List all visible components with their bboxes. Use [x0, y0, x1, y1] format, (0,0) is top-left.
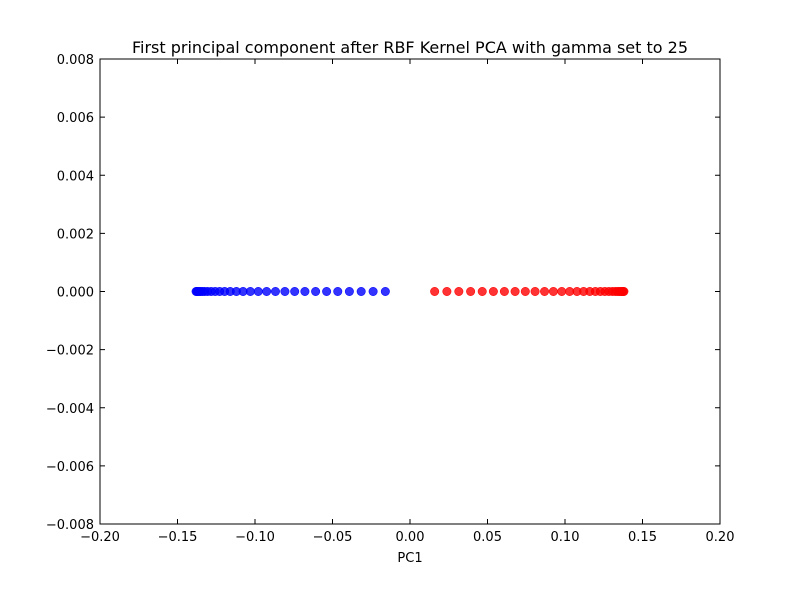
scatter-point-series-1 — [430, 286, 440, 296]
x-tick-label: 0.20 — [706, 530, 735, 545]
scatter-point-series-1 — [510, 286, 520, 296]
scatter-point-series-1 — [488, 286, 498, 296]
plot-frame — [99, 58, 721, 525]
scatter-point-series-1 — [530, 286, 540, 296]
x-tick-label: 0.00 — [396, 530, 425, 545]
scatter-point-series-0 — [245, 286, 255, 296]
scatter-point-series-0 — [333, 286, 343, 296]
y-tick-label: −0.008 — [46, 518, 94, 533]
scatter-point-series-0 — [368, 286, 378, 296]
x-tick-label: −0.15 — [158, 530, 198, 545]
scatter-point-series-1 — [477, 286, 487, 296]
scatter-point-series-1 — [499, 286, 509, 296]
x-tick-label: 0.05 — [473, 530, 502, 545]
scatter-point-series-0 — [270, 286, 280, 296]
scatter-point-series-1 — [520, 286, 530, 296]
x-axis-label: PC1 — [397, 551, 422, 566]
scatter-point-series-1 — [619, 286, 629, 296]
scatter-point-series-0 — [344, 286, 354, 296]
axis-ticks: −0.20 −0.15 −0.10 −0.05 0.00 0.05 0.10 0.15 0.20… — [46, 53, 735, 545]
scatter-point-series-0 — [322, 286, 332, 296]
x-tick-label: −0.20 — [80, 530, 120, 545]
scatter-point-series-0 — [356, 286, 366, 296]
scatter-point-series-1 — [548, 286, 558, 296]
y-tick-label: −0.006 — [46, 460, 94, 475]
scatter-point-series-0 — [280, 286, 290, 296]
scatter-point-series-1 — [442, 286, 452, 296]
y-tick-label: 0.000 — [57, 286, 94, 301]
x-tick-label: −0.05 — [313, 530, 353, 545]
y-tick-label: 0.002 — [57, 227, 94, 242]
scatter-point-series-1 — [557, 286, 567, 296]
y-tick-label: 0.008 — [57, 53, 94, 68]
scatter-point-series-1 — [454, 286, 464, 296]
y-tick-label: 0.006 — [57, 111, 94, 126]
x-tick-label: −0.10 — [235, 530, 275, 545]
y-tick-label: 0.004 — [57, 169, 94, 184]
scatter-point-series-0 — [311, 286, 321, 296]
data-points — [191, 286, 629, 296]
y-tick-label: −0.002 — [46, 344, 94, 359]
scatter-point-series-0 — [253, 286, 263, 296]
scatter-point-series-0 — [380, 286, 390, 296]
chart-title: First principal component after RBF Kern… — [132, 38, 688, 57]
scatter-point-series-0 — [290, 286, 300, 296]
scatter-point-series-1 — [540, 286, 550, 296]
scatter-point-series-0 — [300, 286, 310, 296]
x-tick-label: 0.15 — [628, 530, 657, 545]
x-tick-label: 0.10 — [551, 530, 580, 545]
scatter-point-series-1 — [466, 286, 476, 296]
scatter-point-series-0 — [262, 286, 272, 296]
y-tick-label: −0.004 — [46, 402, 94, 417]
